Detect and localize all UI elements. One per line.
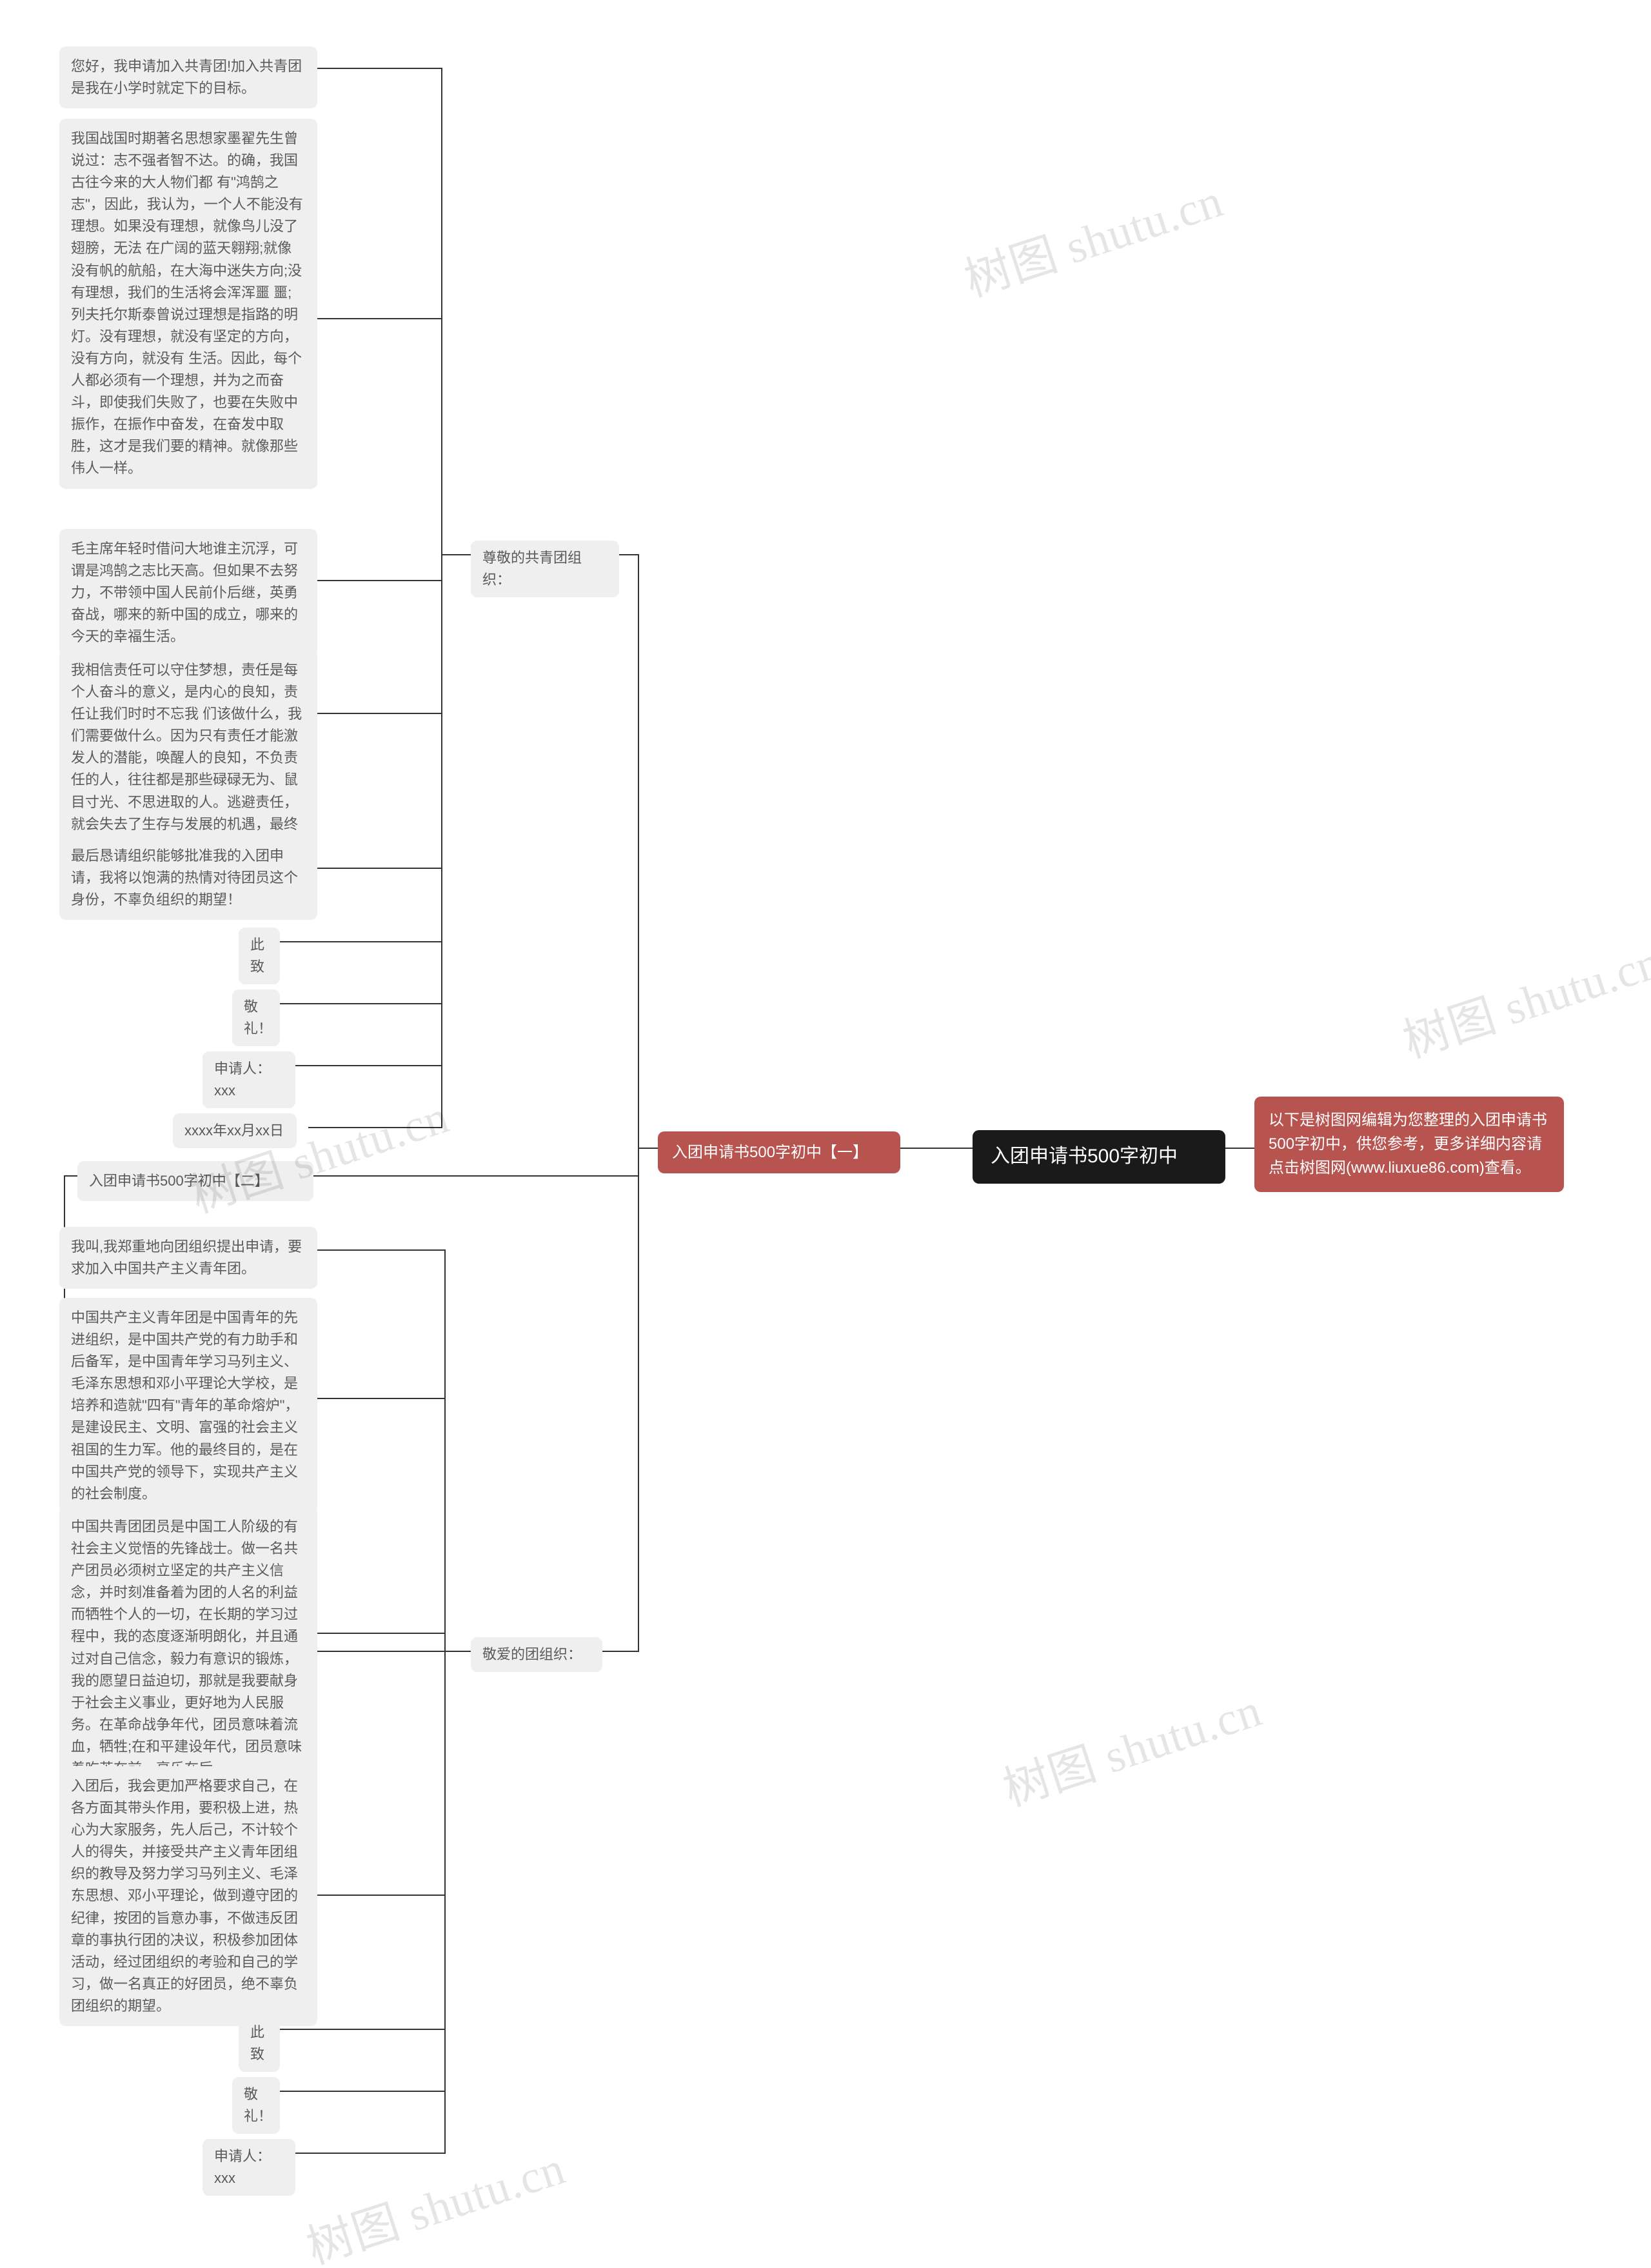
sec1-label-text: 尊敬的共青团组织： <box>482 547 608 591</box>
s1-leaf-8-text: xxxx年xx月xx日 <box>184 1120 285 1142</box>
s1-leaf-4-text: 最后恳请组织能够批准我的入团申请，我将以饱满的热情对待团员这个身份，不辜负组织的… <box>71 845 306 911</box>
sec2-label-text: 敬爱的团组织： <box>482 1644 591 1666</box>
s2-leaf-0-text: 我叫,我郑重地向团组织提出申请，要求加入中国共产主义青年团。 <box>71 1236 306 1280</box>
s2-leaf-6-text: 申请人：xxx <box>214 2145 284 2189</box>
branch2-node[interactable]: 入团申请书500字初中【二】 <box>77 1161 313 1201</box>
s2-leaf-3-text: 入团后，我会更加严格要求自己，在各方面其带头作用，要积极上进，热心为大家服务，先… <box>71 1775 306 2017</box>
info-node[interactable]: 以下是树图网编辑为您整理的入团申请书500字初中，供您参考，更多详细内容请点击树… <box>1254 1097 1564 1192</box>
s2-leaf-6[interactable]: 申请人：xxx <box>203 2139 295 2196</box>
s2-leaf-1[interactable]: 中国共产主义青年团是中国青年的先进组织，是中国共产党的有力助手和后备军，是中国青… <box>59 1298 317 1514</box>
s1-leaf-7[interactable]: 申请人：xxx <box>203 1051 295 1108</box>
sec2-label-node[interactable]: 敬爱的团组织： <box>471 1637 602 1672</box>
s2-leaf-2[interactable]: 中国共青团团员是中国工人阶级的有社会主义觉悟的先锋战士。做一名共产团员必须树立坚… <box>59 1507 317 1789</box>
s1-leaf-0-text: 您好，我申请加入共青团!加入共青团是我在小学时就定下的目标。 <box>71 55 306 99</box>
watermark: 树图 shutu.cn <box>1393 924 1651 1071</box>
s2-leaf-1-text: 中国共产主义青年团是中国青年的先进组织，是中国共产党的有力助手和后备军，是中国青… <box>71 1307 306 1505</box>
s2-leaf-3[interactable]: 入团后，我会更加严格要求自己，在各方面其带头作用，要积极上进，热心为大家服务，先… <box>59 1766 317 2026</box>
s1-leaf-5[interactable]: 此致 <box>239 928 280 984</box>
root-text: 入团申请书500字初中 <box>991 1142 1207 1172</box>
s1-leaf-8[interactable]: xxxx年xx月xx日 <box>173 1113 297 1148</box>
root-node[interactable]: 入团申请书500字初中 <box>973 1130 1225 1184</box>
mindmap-canvas: 入团申请书500字初中 以下是树图网编辑为您整理的入团申请书500字初中，供您参… <box>0 0 1651 2268</box>
branch2-text: 入团申请书500字初中【二】 <box>89 1170 302 1192</box>
s1-leaf-3[interactable]: 我相信责任可以守住梦想，责任是每个人奋斗的意义，是内心的良知，责任让我们时时不忘… <box>59 650 317 866</box>
s2-leaf-0[interactable]: 我叫,我郑重地向团组织提出申请，要求加入中国共产主义青年团。 <box>59 1227 317 1289</box>
watermark: 树图 shutu.cn <box>297 2130 572 2268</box>
watermark: 树图 shutu.cn <box>954 163 1230 310</box>
s1-leaf-2[interactable]: 毛主席年轻时借问大地谁主沉浮，可谓是鸿鹄之志比天高。但如果不去努力，不带领中国人… <box>59 529 317 657</box>
s2-leaf-2-text: 中国共青团团员是中国工人阶级的有社会主义觉悟的先锋战士。做一名共产团员必须树立坚… <box>71 1516 306 1780</box>
s1-leaf-2-text: 毛主席年轻时借问大地谁主沉浮，可谓是鸿鹄之志比天高。但如果不去努力，不带领中国人… <box>71 538 306 648</box>
s2-leaf-5-text: 敬礼！ <box>244 2084 268 2127</box>
s2-leaf-4-text: 此致 <box>250 2022 268 2065</box>
s2-leaf-5[interactable]: 敬礼！ <box>232 2077 280 2134</box>
s1-leaf-4[interactable]: 最后恳请组织能够批准我的入团申请，我将以饱满的热情对待团员这个身份，不辜负组织的… <box>59 836 317 920</box>
s1-leaf-0[interactable]: 您好，我申请加入共青团!加入共青团是我在小学时就定下的目标。 <box>59 46 317 108</box>
sec1-label-node[interactable]: 尊敬的共青团组织： <box>471 541 619 597</box>
s1-leaf-3-text: 我相信责任可以守住梦想，责任是每个人奋斗的意义，是内心的良知，责任让我们时时不忘… <box>71 659 306 857</box>
s2-leaf-4[interactable]: 此致 <box>239 2015 280 2072</box>
s1-leaf-6-text: 敬礼！ <box>244 996 268 1040</box>
info-text: 以下是树图网编辑为您整理的入团申请书500字初中，供您参考，更多详细内容请点击树… <box>1269 1108 1550 1180</box>
s1-leaf-7-text: 申请人：xxx <box>214 1058 284 1102</box>
branch1-text: 入团申请书500字初中【一】 <box>672 1140 886 1164</box>
s1-leaf-6[interactable]: 敬礼！ <box>232 990 280 1046</box>
watermark: 树图 shutu.cn <box>993 1672 1269 1819</box>
s1-leaf-1[interactable]: 我国战国时期著名思想家墨翟先生曾说过：志不强者智不达。的确，我国古往今来的大人物… <box>59 119 317 489</box>
branch1-node[interactable]: 入团申请书500字初中【一】 <box>658 1131 900 1173</box>
s1-leaf-1-text: 我国战国时期著名思想家墨翟先生曾说过：志不强者智不达。的确，我国古往今来的大人物… <box>71 128 306 480</box>
s1-leaf-5-text: 此致 <box>250 934 268 978</box>
